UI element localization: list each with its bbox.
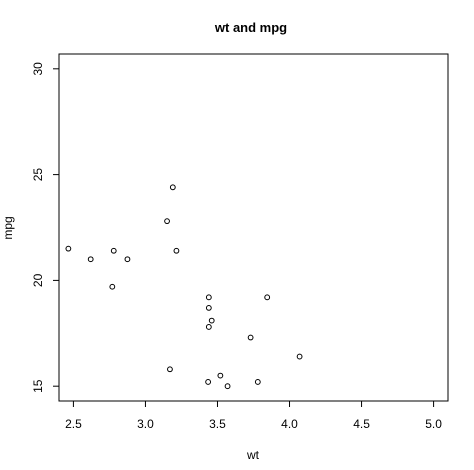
x-tick-label: 4.0: [281, 417, 298, 431]
y-tick-label: 25: [31, 168, 45, 182]
data-point: [167, 366, 173, 373]
data-point: [217, 372, 224, 379]
data-point: [208, 317, 215, 324]
y-axis: 15 20 25 30: [31, 62, 59, 393]
data-point: [205, 324, 212, 330]
data-point: [169, 184, 176, 191]
x-axis: 2.5 3.0 3.5 4.0 4.5 5.0: [65, 401, 442, 431]
data-point: [224, 383, 231, 390]
data-point: [205, 294, 212, 301]
data-point: [173, 247, 180, 254]
plot-frame: [58, 53, 449, 402]
data-points: [65, 184, 303, 390]
x-tick-label: 3.0: [137, 417, 154, 431]
data-point: [247, 334, 254, 341]
x-tick-label: 3.5: [209, 417, 226, 431]
data-point: [205, 379, 212, 385]
data-point: [205, 305, 212, 311]
y-tick-label: 30: [31, 62, 45, 76]
chart-title: wt and mpg: [214, 20, 287, 35]
data-point: [296, 353, 303, 360]
data-point: [110, 247, 117, 254]
data-point: [109, 283, 116, 290]
x-tick-label: 4.5: [353, 417, 370, 431]
x-tick-label: 2.5: [65, 417, 82, 431]
x-axis-label: wt: [246, 448, 260, 462]
data-point: [87, 256, 94, 263]
data-point: [164, 218, 170, 225]
x-tick-label: 5.0: [425, 417, 442, 431]
data-point: [124, 256, 131, 263]
data-point: [264, 294, 271, 301]
data-point: [65, 245, 72, 252]
data-point: [254, 379, 261, 385]
y-tick-label: 15: [31, 379, 45, 393]
y-tick-label: 20: [31, 273, 45, 287]
y-axis-label: mpg: [1, 216, 15, 239]
